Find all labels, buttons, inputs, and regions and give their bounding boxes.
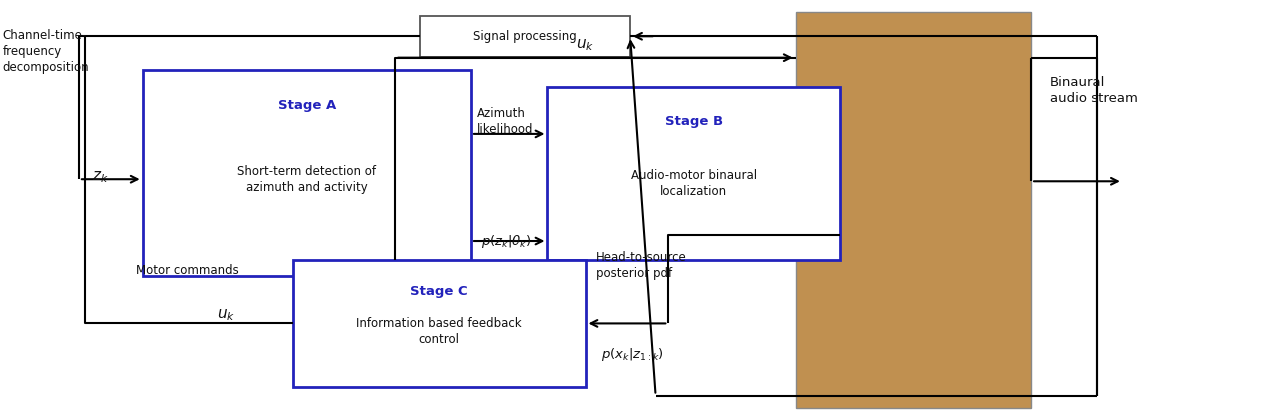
FancyBboxPatch shape [420,16,630,57]
Text: $z_k$: $z_k$ [92,169,108,185]
Text: $p(x_k|z_{1:k})$: $p(x_k|z_{1:k})$ [601,346,663,363]
FancyBboxPatch shape [796,12,1031,408]
Circle shape [864,48,962,80]
Text: Stage B: Stage B [665,115,723,128]
Text: Stage C: Stage C [410,285,468,298]
Text: $p(z_k|\theta_k)$: $p(z_k|\theta_k)$ [481,232,532,250]
FancyBboxPatch shape [547,87,840,260]
Bar [808,149,1018,367]
Text: Signal processing: Signal processing [474,30,577,43]
Text: $u_k$: $u_k$ [577,37,594,53]
Text: Short-term detection of
azimuth and activity: Short-term detection of azimuth and acti… [237,165,377,194]
Text: Channel-time-
frequency
decomposition: Channel-time- frequency decomposition [3,29,89,74]
FancyBboxPatch shape [143,70,471,276]
Text: $u_k$: $u_k$ [218,307,236,323]
Text: Stage A: Stage A [278,98,336,112]
Text: Audio-motor binaural
localization: Audio-motor binaural localization [630,169,757,198]
FancyBboxPatch shape [293,260,586,387]
Text: Motor commands: Motor commands [136,264,239,277]
Text: Information based feedback
control: Information based feedback control [356,317,522,346]
Text: Azimuth
likelihood: Azimuth likelihood [477,107,533,136]
Text: Head-to-source
posterior pdf: Head-to-source posterior pdf [596,251,686,280]
Text: Binaural
audio stream: Binaural audio stream [1050,76,1138,105]
